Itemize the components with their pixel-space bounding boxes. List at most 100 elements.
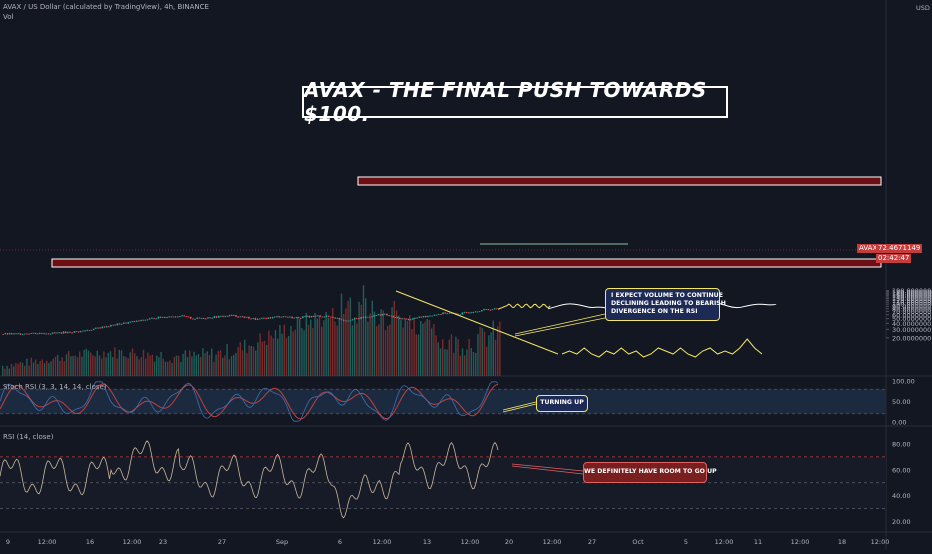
volume-bar: [158, 357, 160, 376]
price-candle: [133, 321, 136, 323]
volume-bar: [382, 310, 384, 376]
volume-bar: [237, 347, 239, 376]
price-candle: [407, 318, 410, 321]
price-candle: [250, 318, 252, 320]
volume-bar: [477, 334, 479, 376]
price-candle: [336, 318, 339, 319]
volume-bar: [257, 342, 259, 376]
price-candle: [291, 316, 293, 319]
volume-bar: [479, 326, 481, 376]
time-axis-tick-label: 12:00: [123, 538, 142, 546]
price-candle: [192, 318, 194, 320]
price-candle: [142, 319, 145, 321]
price-candle: [2, 334, 4, 335]
price-candle: [414, 318, 416, 319]
volume-bar: [395, 310, 398, 376]
volume-bar: [147, 352, 149, 376]
volume-bar: [30, 357, 32, 376]
volume-bar: [486, 346, 488, 376]
price-candle: [220, 315, 222, 317]
price-candle: [319, 315, 321, 317]
price-candle: [487, 309, 490, 311]
time-axis-tick-label: Oct: [632, 538, 644, 546]
volume-bar: [373, 311, 376, 376]
price-candle: [437, 314, 440, 315]
price-candle: [353, 318, 356, 320]
price-candle: [494, 308, 496, 310]
volume-bar: [270, 335, 272, 376]
volume-bar: [318, 316, 321, 376]
price-candle: [114, 324, 116, 326]
price-axis-tick-label: 90.0000000: [892, 303, 931, 311]
volume-bar: [252, 346, 255, 376]
price-candle: [297, 317, 300, 318]
price-candle: [218, 316, 220, 318]
volume-bar: [268, 330, 270, 376]
volume-bar: [365, 298, 367, 376]
stoch-axis-tick-label: 100.00: [892, 378, 915, 386]
price-candle: [6, 333, 9, 335]
price-candle: [101, 326, 104, 329]
volume-bar: [411, 329, 413, 376]
price-candle: [334, 317, 336, 319]
price-candle: [409, 319, 412, 321]
price-candle: [41, 333, 43, 334]
price-candle: [280, 316, 283, 318]
volume-bar: [296, 316, 299, 376]
price-candle: [19, 333, 22, 335]
volume-bar: [384, 330, 387, 376]
price-candle: [174, 316, 177, 318]
volume-bar: [259, 333, 261, 376]
price-axis-tick-label: 50.0000000: [892, 315, 931, 323]
volume-bar: [26, 358, 28, 376]
volume-bar: [2, 365, 4, 376]
price-candle: [43, 333, 45, 335]
price-candle: [455, 313, 457, 314]
volume-bar: [39, 361, 41, 376]
volume-bar: [134, 353, 136, 376]
time-axis-tick-label: Sep: [276, 538, 288, 546]
price-candle: [213, 316, 216, 318]
volume-bar: [466, 349, 468, 376]
price-candle: [483, 309, 485, 311]
price-candle: [470, 312, 472, 314]
price-candle: [412, 318, 414, 320]
volume-bar: [442, 339, 444, 376]
price-candle: [62, 331, 65, 334]
price-candle: [21, 334, 24, 335]
volume-bar: [283, 324, 285, 376]
volume-bar: [178, 355, 180, 376]
volume-bar: [415, 334, 417, 376]
volume-bar: [175, 355, 178, 376]
price-candle: [362, 317, 364, 318]
price-axis-tick-label: 190.0000000: [892, 287, 932, 295]
stoch-note: TURNING UP: [536, 395, 588, 412]
price-candle: [67, 332, 69, 334]
volume-bar: [448, 339, 450, 376]
volume-bar: [391, 307, 393, 376]
price-candle: [379, 314, 382, 316]
volume-projection-path: [561, 338, 763, 358]
volume-bar: [470, 348, 472, 376]
rsi-axis-tick-label: 60.00: [892, 466, 911, 474]
price-candle: [58, 332, 60, 334]
price-candle: [390, 315, 393, 317]
yellow-rally-path: [497, 303, 551, 310]
time-axis-tick-label: 9: [6, 538, 10, 546]
price-candle: [405, 318, 408, 320]
price-candle: [77, 331, 80, 333]
volume-bar: [173, 357, 175, 376]
volume-bar: [307, 324, 310, 376]
price-candle: [144, 319, 147, 321]
volume-bar: [299, 318, 301, 376]
volume-bar: [457, 339, 459, 376]
volume-bar: [8, 368, 10, 376]
price-candle: [496, 308, 498, 310]
volume-bar: [19, 362, 21, 376]
price-axis-tick-label: 160.0000000: [892, 291, 932, 299]
price-candle: [420, 316, 423, 318]
price-candle: [271, 317, 274, 319]
volume-bar: [101, 358, 103, 376]
volume-bar: [118, 349, 120, 376]
